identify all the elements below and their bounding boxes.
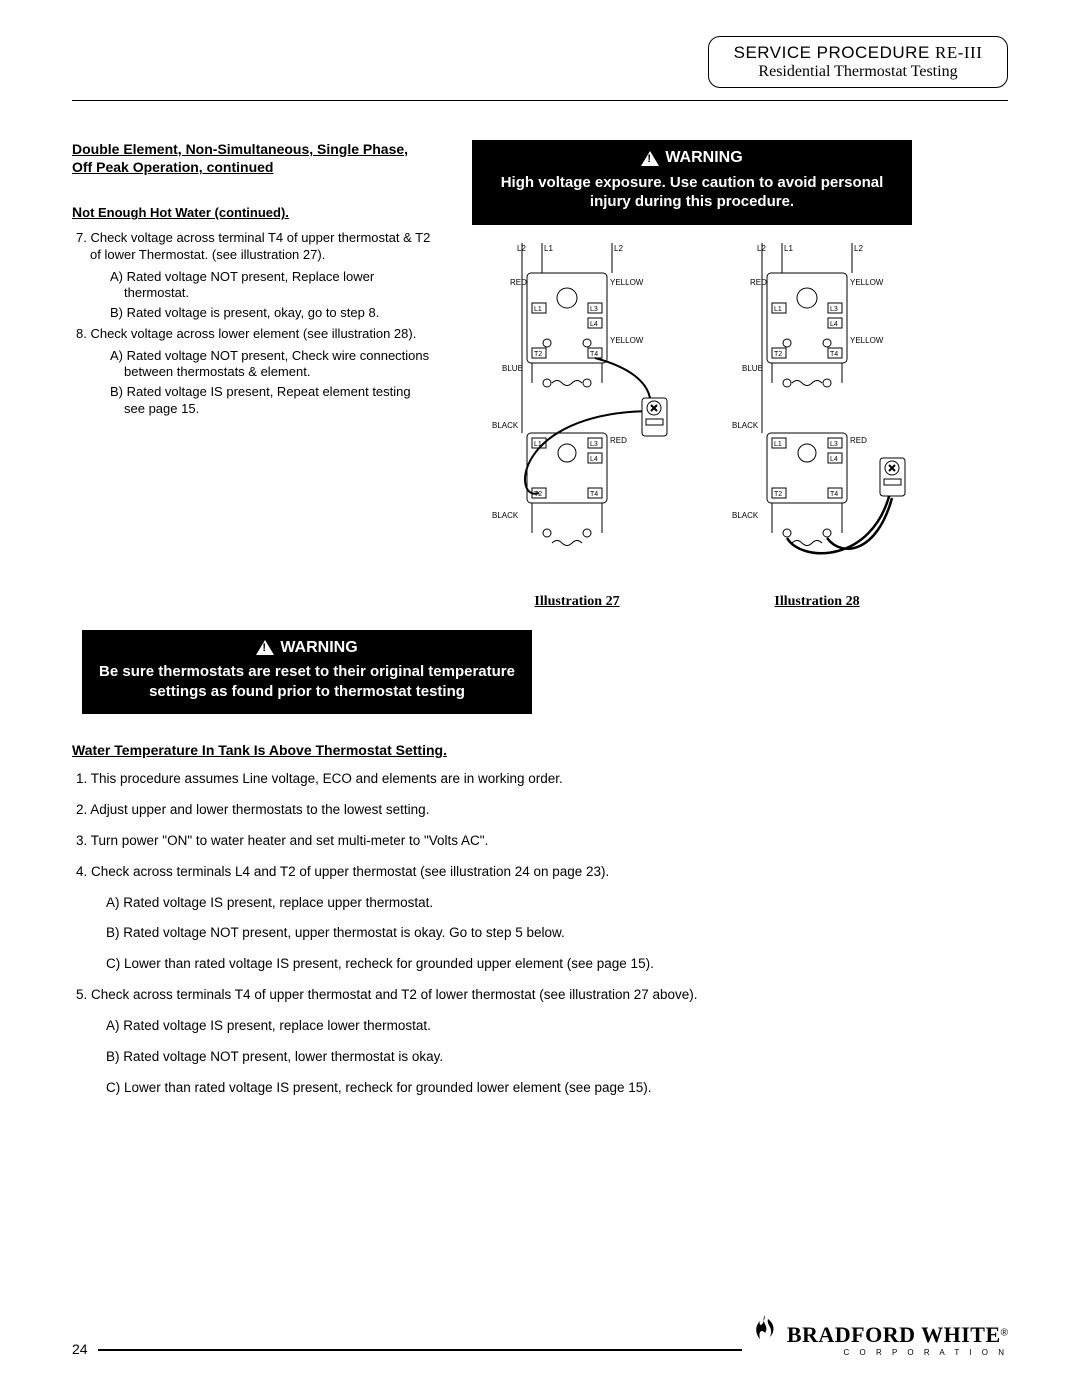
lower-step-3: 3. Turn power "ON" to water heater and s…: [90, 832, 1008, 851]
lbl-L2b: L2: [614, 244, 623, 253]
warning-box-mid: WARNING Be sure thermostats are reset to…: [82, 630, 532, 715]
svg-text:T4: T4: [830, 491, 838, 498]
top-step-list: 7. Check voltage across terminal T4 of u…: [72, 230, 432, 417]
step-8a: A) Rated voltage NOT present, Check wire…: [124, 348, 432, 381]
lbl-L1b: L1: [534, 306, 542, 313]
header-line1-a: SERVICE PROCEDURE: [734, 43, 935, 62]
svg-text:L1: L1: [774, 441, 782, 448]
page-number: 24: [72, 1341, 88, 1357]
lbl-blue: BLUE: [502, 364, 523, 373]
header-title: SERVICE PROCEDURE RE-III: [727, 43, 989, 63]
illustration-27: L2 L1 L2 RED YELLOW L1 L3 L4: [472, 243, 682, 610]
section-header: Double Element, Non-Simultaneous, Single…: [72, 140, 432, 176]
svg-text:L3: L3: [830, 441, 838, 448]
flame-icon: [752, 1313, 778, 1348]
lower-step-5a: A) Rated voltage IS present, replace low…: [120, 1017, 1008, 1036]
warning-top-title-text: WARNING: [665, 149, 742, 167]
svg-text:T4: T4: [590, 491, 598, 498]
svg-text:RED: RED: [750, 278, 767, 287]
tm-symbol: ®: [1001, 1328, 1008, 1339]
svg-text:T2: T2: [774, 491, 782, 498]
warning-box-top: WARNING High voltage exposure. Use cauti…: [472, 140, 912, 225]
step-7: 7. Check voltage across terminal T4 of u…: [90, 230, 432, 263]
caption-28: Illustration 28: [712, 594, 922, 610]
logo-main-text: BRADFORD WHITE: [787, 1322, 1001, 1347]
brand-logo: BRADFORD WHITE® C O R P O R A T I O N: [752, 1313, 1008, 1357]
step-8b: B) Rated voltage IS present, Repeat elem…: [124, 384, 432, 417]
lbl-T2: T2: [534, 351, 542, 358]
step-8: 8. Check voltage across lower element (s…: [90, 326, 432, 342]
footer-rule: [98, 1349, 743, 1351]
svg-text:T2: T2: [774, 351, 782, 358]
lower-step-5: 5. Check across terminals T4 of upper th…: [90, 986, 1008, 1005]
svg-text:T4: T4: [830, 351, 838, 358]
svg-text:L2: L2: [757, 244, 766, 253]
lower-step-2: 2. Adjust upper and lower thermostats to…: [90, 801, 1008, 820]
lbl-red: RED: [510, 278, 527, 287]
lbl-L4: L4: [590, 321, 598, 328]
header-line1-b: RE-III: [935, 43, 982, 62]
lbl-yellow2: YELLOW: [610, 336, 644, 345]
svg-text:YELLOW: YELLOW: [850, 278, 884, 287]
lower-header: Water Temperature In Tank Is Above Therm…: [72, 742, 1008, 758]
step-7a: A) Rated voltage NOT present, Replace lo…: [124, 269, 432, 302]
lbl-L2: L2: [517, 244, 526, 253]
svg-text:L1: L1: [774, 306, 782, 313]
header-box: SERVICE PROCEDURE RE-III Residential The…: [708, 36, 1008, 88]
lower-step-4c: C) Lower than rated voltage IS present, …: [120, 955, 1008, 974]
svg-text:L3: L3: [830, 306, 838, 313]
svg-text:RED: RED: [610, 436, 627, 445]
caption-27: Illustration 27: [472, 594, 682, 610]
lower-step-4: 4. Check across terminals L4 and T2 of u…: [90, 863, 1008, 882]
step-7b: B) Rated voltage is present, okay, go to…: [124, 305, 432, 321]
svg-text:L2: L2: [854, 244, 863, 253]
warning-top-title: WARNING: [641, 149, 742, 167]
svg-text:YELLOW: YELLOW: [850, 336, 884, 345]
svg-text:L4: L4: [830, 321, 838, 328]
lbl-T4: T4: [590, 351, 598, 358]
lower-step-5c: C) Lower than rated voltage IS present, …: [120, 1079, 1008, 1098]
svg-text:BLACK: BLACK: [732, 421, 759, 430]
warning-top-body: High voltage exposure. Use caution to av…: [485, 173, 899, 212]
header-rule: [72, 100, 1008, 101]
svg-text:L4: L4: [590, 456, 598, 463]
svg-text:L4: L4: [830, 456, 838, 463]
lower-step-4b: B) Rated voltage NOT present, upper ther…: [120, 924, 1008, 943]
warning-triangle-icon: [641, 151, 659, 166]
warning-mid-body: Be sure thermostats are reset to their o…: [95, 662, 519, 701]
lbl-black: BLACK: [492, 421, 519, 430]
svg-text:BLUE: BLUE: [742, 364, 763, 373]
lbl-black2: BLACK: [492, 511, 519, 520]
lower-step-list: 1. This procedure assumes Line voltage, …: [72, 770, 1008, 1098]
logo-sub-text: C O R P O R A T I O N: [752, 1348, 1008, 1357]
diagram-area: L2 L1 L2 RED YELLOW L1 L3 L4: [472, 243, 1008, 610]
warning-triangle-icon: [256, 640, 274, 655]
lbl-yellow: YELLOW: [610, 278, 644, 287]
lbl-L3: L3: [590, 306, 598, 313]
lower-step-5b: B) Rated voltage NOT present, lower ther…: [120, 1048, 1008, 1067]
svg-text:BLACK: BLACK: [732, 511, 759, 520]
lower-step-1: 1. This procedure assumes Line voltage, …: [90, 770, 1008, 789]
header-subtitle: Residential Thermostat Testing: [727, 63, 989, 81]
svg-text:L1: L1: [784, 244, 793, 253]
lower-step-4a: A) Rated voltage IS present, replace upp…: [120, 894, 1008, 913]
warning-mid-title: WARNING: [256, 639, 357, 657]
subsection-header: Not Enough Hot Water (continued).: [72, 204, 432, 220]
warning-mid-title-text: WARNING: [280, 639, 357, 657]
lbl-L1: L1: [544, 244, 553, 253]
illustration-28: L2 L1 L2 RED YELLOW L1 L3 L4: [712, 243, 922, 610]
svg-text:RED: RED: [850, 436, 867, 445]
svg-text:L3: L3: [590, 441, 598, 448]
footer: 24 BRADFORD WHITE® C O R P O R A T I O N: [72, 1313, 1008, 1357]
